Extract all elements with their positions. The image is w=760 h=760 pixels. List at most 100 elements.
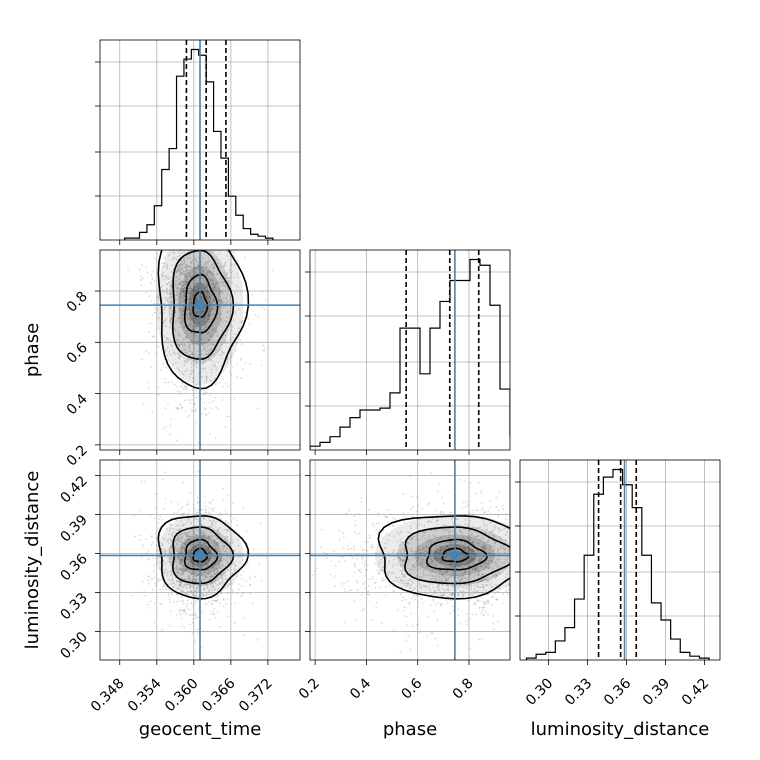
sample-point: [179, 567, 182, 569]
sample-point: [437, 575, 439, 578]
sample-point: [223, 264, 226, 267]
sample-point: [166, 266, 168, 269]
sample-point: [218, 287, 221, 290]
sample-point: [451, 530, 454, 533]
sample-point: [185, 361, 188, 364]
sample-point: [417, 557, 419, 560]
sample-point: [224, 296, 227, 299]
sample-point: [480, 638, 483, 640]
sample-point: [490, 581, 492, 584]
sample-point: [178, 524, 181, 527]
sample-point: [186, 563, 189, 565]
sample-point: [478, 542, 481, 545]
sample-point: [434, 535, 436, 538]
sample-point: [494, 535, 497, 538]
sample-point: [215, 543, 218, 546]
sample-point: [487, 567, 490, 570]
sample-point: [201, 320, 204, 323]
sample-point: [436, 619, 439, 622]
sample-point: [205, 414, 208, 417]
sample-point: [177, 571, 180, 574]
sample-point: [187, 266, 190, 268]
sample-point: [490, 545, 493, 548]
sample-point: [417, 600, 419, 603]
sample-point: [419, 586, 422, 589]
sample-point: [195, 575, 198, 578]
sample-point: [165, 291, 168, 293]
sample-point: [224, 550, 227, 553]
sample-point: [409, 586, 412, 588]
sample-point: [213, 555, 216, 558]
sample-point: [438, 483, 441, 486]
sample-point: [353, 564, 356, 567]
sample-point: [263, 347, 266, 350]
sample-point: [185, 532, 188, 535]
sample-point: [185, 544, 187, 547]
sample-point: [209, 343, 212, 346]
sample-point: [478, 526, 481, 529]
sample-point: [182, 568, 184, 571]
sample-point: [411, 495, 414, 498]
sample-point: [0, 561, 1, 563]
sample-point: [182, 305, 185, 308]
sample-point: [479, 538, 481, 541]
sample-point: [489, 583, 492, 586]
sample-point: [169, 433, 172, 436]
sample-point: [444, 566, 447, 568]
sample-point: [423, 574, 425, 577]
sample-point: [177, 596, 180, 599]
sample-point: [439, 602, 442, 605]
sample-point: [167, 359, 170, 362]
sample-point: [196, 565, 199, 568]
sample-point: [211, 279, 214, 282]
sample-point: [410, 536, 412, 539]
sample-point: [203, 385, 206, 387]
x-tick-label: 0.8: [450, 676, 477, 703]
sample-point: [188, 578, 190, 581]
sample-point: [166, 299, 169, 302]
sample-point: [170, 296, 173, 298]
sample-point: [185, 579, 188, 581]
sample-point: [203, 277, 206, 280]
sample-point: [443, 570, 446, 573]
sample-point: [163, 583, 166, 586]
sample-point: [226, 385, 229, 388]
sample-point: [143, 480, 146, 483]
sample-point: [173, 251, 176, 254]
sample-point: [410, 597, 413, 600]
sample-point: [209, 519, 212, 522]
sample-point: [371, 575, 374, 578]
sample-point: [195, 259, 197, 262]
sample-point: [201, 532, 204, 535]
sample-point: [170, 573, 173, 576]
sample-point: [377, 522, 380, 524]
sample-point: [208, 512, 211, 515]
sample-point: [196, 496, 199, 499]
sample-point: [185, 605, 188, 608]
sample-point: [151, 313, 154, 316]
sample-point: [176, 286, 179, 289]
sample-point: [491, 570, 493, 572]
sample-point: [213, 353, 215, 356]
sample-point: [484, 603, 487, 605]
sample-point: [382, 565, 385, 568]
sample-point: [164, 497, 167, 500]
sample-point: [206, 345, 209, 348]
sample-point: [409, 525, 412, 527]
sample-point: [413, 598, 416, 601]
sample-point: [192, 368, 195, 371]
sample-point: [197, 281, 200, 284]
sample-point: [233, 568, 236, 571]
sample-point: [407, 531, 409, 534]
sample-point: [258, 563, 261, 566]
sample-point: [173, 351, 176, 354]
sample-point: [176, 568, 178, 570]
sample-point: [222, 598, 225, 601]
sample-point: [451, 593, 454, 596]
sample-point: [157, 294, 160, 297]
sample-point: [226, 493, 229, 496]
sample-point: [189, 298, 192, 301]
sample-point: [441, 575, 444, 578]
sample-point: [220, 565, 223, 568]
sample-point: [182, 512, 185, 515]
